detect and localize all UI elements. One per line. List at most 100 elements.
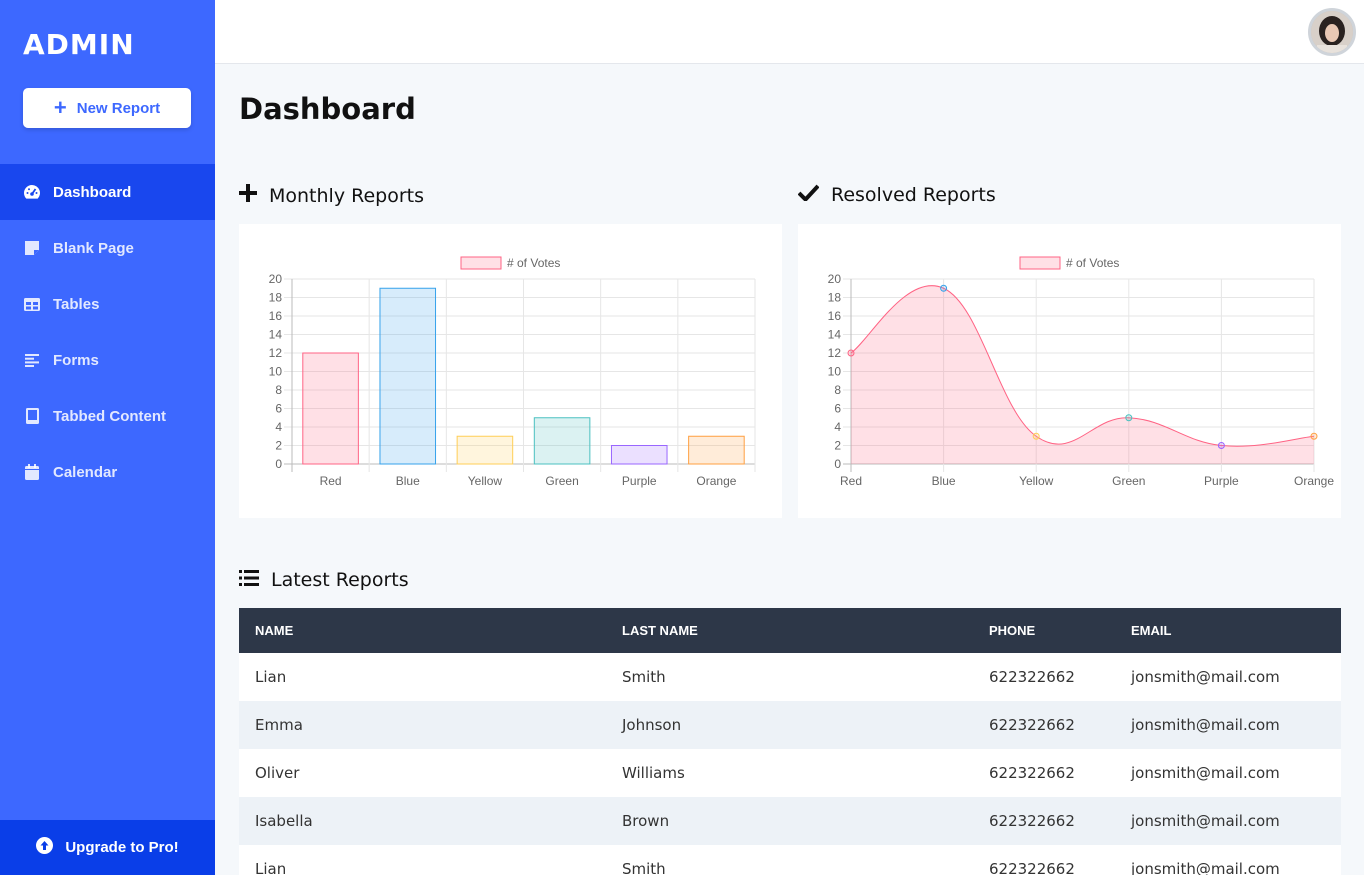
y-tick-label: 2 bbox=[275, 439, 282, 453]
resolved-reports-title: Resolved Reports bbox=[831, 184, 996, 206]
point-purple bbox=[1217, 442, 1225, 449]
point-yellow bbox=[1032, 432, 1040, 440]
table-row[interactable]: Isabella Brown 622322662 jonsmith@mail.c… bbox=[239, 797, 1341, 845]
table-row[interactable]: Oliver Williams 622322662 jonsmith@mail.… bbox=[239, 749, 1341, 797]
table-row[interactable]: Lian Smith 622322662 jonsmith@mail.com bbox=[239, 653, 1341, 701]
x-tick-label: Yellow bbox=[468, 474, 503, 488]
cell-last-name: Smith bbox=[622, 668, 666, 686]
column-header-phone[interactable]: PHONE bbox=[989, 623, 1036, 638]
sidebar-item-tabbed-content[interactable]: Tabbed Content bbox=[0, 388, 215, 444]
y-tick-label: 8 bbox=[275, 383, 282, 397]
legend-label: # of Votes bbox=[1066, 256, 1119, 270]
monthly-bar-chart: # of Votes 0 2 4 6 8 10 12 14 16 18 20 Red Blue Yellow… bbox=[269, 256, 756, 488]
upgrade-label: Upgrade to Pro! bbox=[65, 839, 179, 856]
upgrade-button[interactable]: Upgrade to Pro! bbox=[0, 820, 215, 875]
x-tick-label: Blue bbox=[932, 474, 956, 488]
cell-last-name: Smith bbox=[622, 860, 666, 875]
brand-logo[interactable]: ADMIN bbox=[23, 28, 135, 61]
cell-name: Isabella bbox=[255, 812, 313, 830]
x-tick-label: Orange bbox=[1294, 474, 1334, 488]
sidebar-nav: Dashboard Blank Page Tables Forms Tabbed… bbox=[0, 164, 215, 500]
area-fill bbox=[851, 285, 1314, 464]
y-tick-label: 2 bbox=[834, 439, 841, 453]
bar-orange bbox=[688, 435, 745, 465]
y-tick-label: 10 bbox=[269, 365, 283, 379]
latest-reports-heading: Latest Reports bbox=[239, 569, 409, 591]
point-orange bbox=[1310, 432, 1318, 440]
check-icon bbox=[797, 184, 820, 206]
y-tick-label: 14 bbox=[828, 328, 842, 342]
y-tick-label: 12 bbox=[828, 346, 842, 360]
sidebar-item-dashboard[interactable]: Dashboard bbox=[0, 164, 215, 220]
y-tick-label: 0 bbox=[275, 457, 282, 471]
cell-email: jonsmith@mail.com bbox=[1131, 716, 1280, 734]
sidebar: ADMIN + New Report Dashboard Blank Page … bbox=[0, 0, 215, 875]
sidebar-item-label: Forms bbox=[53, 351, 99, 369]
monthly-reports-card: # of Votes 0 2 4 6 8 10 12 14 16 18 20 Red Blue Yellow… bbox=[239, 224, 782, 518]
sidebar-item-label: Calendar bbox=[53, 463, 118, 481]
new-report-button[interactable]: + New Report bbox=[23, 88, 191, 128]
calendar-icon bbox=[23, 463, 41, 481]
new-report-label: New Report bbox=[76, 99, 161, 117]
cell-last-name: Johnson bbox=[622, 716, 682, 734]
cell-phone: 622322662 bbox=[989, 716, 1075, 734]
latest-reports-table: NAME LAST NAME PHONE EMAIL Lian Smith 62… bbox=[239, 608, 1341, 875]
plus-icon bbox=[239, 184, 257, 207]
column-header-email[interactable]: EMAIL bbox=[1131, 623, 1172, 638]
x-tick-label: Orange bbox=[696, 474, 736, 488]
x-tick-label: Yellow bbox=[1019, 474, 1054, 488]
cell-email: jonsmith@mail.com bbox=[1131, 668, 1280, 686]
sidebar-item-tables[interactable]: Tables bbox=[0, 276, 215, 332]
monthly-reports-heading: Monthly Reports bbox=[239, 184, 424, 207]
resolved-reports-heading: Resolved Reports bbox=[797, 184, 996, 206]
align-left-icon bbox=[23, 351, 41, 369]
resolved-reports-card: # of Votes 0 2 4 6 8 10 12 14 16 18 20 Red Blue Yellow… bbox=[798, 224, 1341, 518]
sidebar-item-label: Dashboard bbox=[53, 183, 132, 201]
series-line bbox=[850, 285, 1315, 447]
latest-reports-title: Latest Reports bbox=[271, 569, 409, 591]
bar-purple bbox=[610, 445, 668, 465]
point-blue bbox=[940, 284, 948, 292]
column-header-name[interactable]: NAME bbox=[255, 623, 294, 638]
sidebar-item-calendar[interactable]: Calendar bbox=[0, 444, 215, 500]
table-header: NAME LAST NAME PHONE EMAIL bbox=[239, 608, 1341, 653]
y-tick-label: 4 bbox=[834, 420, 841, 434]
monthly-reports-title: Monthly Reports bbox=[269, 184, 424, 207]
bar-red bbox=[302, 352, 359, 465]
y-tick-label: 16 bbox=[269, 309, 283, 323]
plus-icon: + bbox=[53, 95, 67, 120]
cell-name: Lian bbox=[255, 668, 287, 686]
sidebar-item-label: Tabbed Content bbox=[53, 407, 167, 425]
sidebar-item-label: Blank Page bbox=[53, 239, 134, 257]
sticky-note-icon bbox=[23, 239, 41, 257]
column-header-last-name[interactable]: LAST NAME bbox=[622, 623, 698, 638]
sidebar-item-blank-page[interactable]: Blank Page bbox=[0, 220, 215, 276]
cell-email: jonsmith@mail.com bbox=[1131, 764, 1280, 782]
sidebar-item-forms[interactable]: Forms bbox=[0, 332, 215, 388]
x-tick-label: Red bbox=[840, 474, 862, 488]
y-tick-label: 8 bbox=[834, 383, 841, 397]
y-tick-label: 6 bbox=[834, 402, 841, 416]
table-row[interactable]: Emma Johnson 622322662 jonsmith@mail.com bbox=[239, 701, 1341, 749]
resolved-area-chart: # of Votes 0 2 4 6 8 10 12 14 16 18 20 Red Blue Yellow… bbox=[828, 256, 1335, 488]
table-row[interactable]: Lian Smith 622322662 jonsmith@mail.com bbox=[239, 845, 1341, 875]
bar-green bbox=[533, 417, 591, 465]
cell-name: Emma bbox=[255, 716, 303, 734]
x-tick-label: Blue bbox=[396, 474, 420, 488]
bar-yellow bbox=[456, 435, 514, 465]
y-tick-label: 10 bbox=[828, 365, 842, 379]
sidebar-item-label: Tables bbox=[53, 295, 100, 313]
x-tick-label: Purple bbox=[1204, 474, 1239, 488]
y-tick-label: 16 bbox=[828, 309, 842, 323]
user-avatar[interactable] bbox=[1308, 8, 1356, 56]
x-tick-label: Green bbox=[545, 474, 578, 488]
cell-name: Lian bbox=[255, 860, 287, 875]
y-tick-label: 6 bbox=[275, 402, 282, 416]
cell-phone: 622322662 bbox=[989, 668, 1075, 686]
y-tick-label: 14 bbox=[269, 328, 283, 342]
cell-name: Oliver bbox=[255, 764, 300, 782]
cell-email: jonsmith@mail.com bbox=[1131, 812, 1280, 830]
tablet-icon bbox=[23, 407, 41, 425]
y-tick-label: 0 bbox=[834, 457, 841, 471]
bar-blue bbox=[379, 287, 437, 465]
